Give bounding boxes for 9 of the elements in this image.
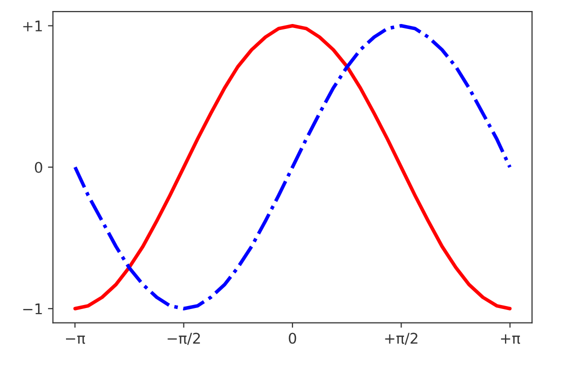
- x-tick-label: +π/2: [385, 332, 418, 345]
- x-tick-label: +π: [501, 334, 520, 344]
- y-tick-label: −1: [23, 304, 42, 314]
- x-tick-label: −π: [66, 336, 86, 344]
- x-tick-label: −π/2: [168, 332, 200, 345]
- line-series: [73, 24, 512, 310]
- y-tick-label: 0: [34, 162, 42, 173]
- y-tick-label: +1: [23, 20, 42, 32]
- x-tick-label: 0: [288, 332, 296, 344]
